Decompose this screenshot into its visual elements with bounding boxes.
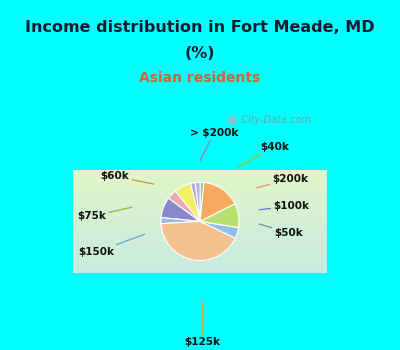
Wedge shape — [200, 204, 239, 228]
Text: $50k: $50k — [259, 224, 303, 238]
Wedge shape — [200, 182, 235, 222]
Text: City-Data.com: City-Data.com — [235, 115, 311, 125]
Text: > $200k: > $200k — [190, 128, 238, 161]
Wedge shape — [161, 222, 235, 260]
Text: $200k: $200k — [256, 174, 308, 188]
Text: Asian residents: Asian residents — [139, 71, 261, 85]
Wedge shape — [161, 198, 200, 222]
Wedge shape — [190, 183, 200, 222]
Wedge shape — [161, 218, 200, 224]
Text: $125k: $125k — [184, 301, 220, 347]
Text: Income distribution in Fort Meade, MD: Income distribution in Fort Meade, MD — [25, 20, 375, 35]
Text: $60k: $60k — [101, 172, 154, 184]
Wedge shape — [175, 183, 200, 222]
Wedge shape — [200, 182, 204, 222]
Wedge shape — [195, 182, 200, 222]
Wedge shape — [168, 191, 200, 222]
Wedge shape — [200, 222, 238, 238]
Text: $40k: $40k — [237, 142, 289, 167]
Text: $150k: $150k — [78, 234, 145, 257]
Text: (%): (%) — [185, 46, 215, 61]
Text: $75k: $75k — [78, 207, 132, 221]
Text: $100k: $100k — [259, 201, 309, 211]
